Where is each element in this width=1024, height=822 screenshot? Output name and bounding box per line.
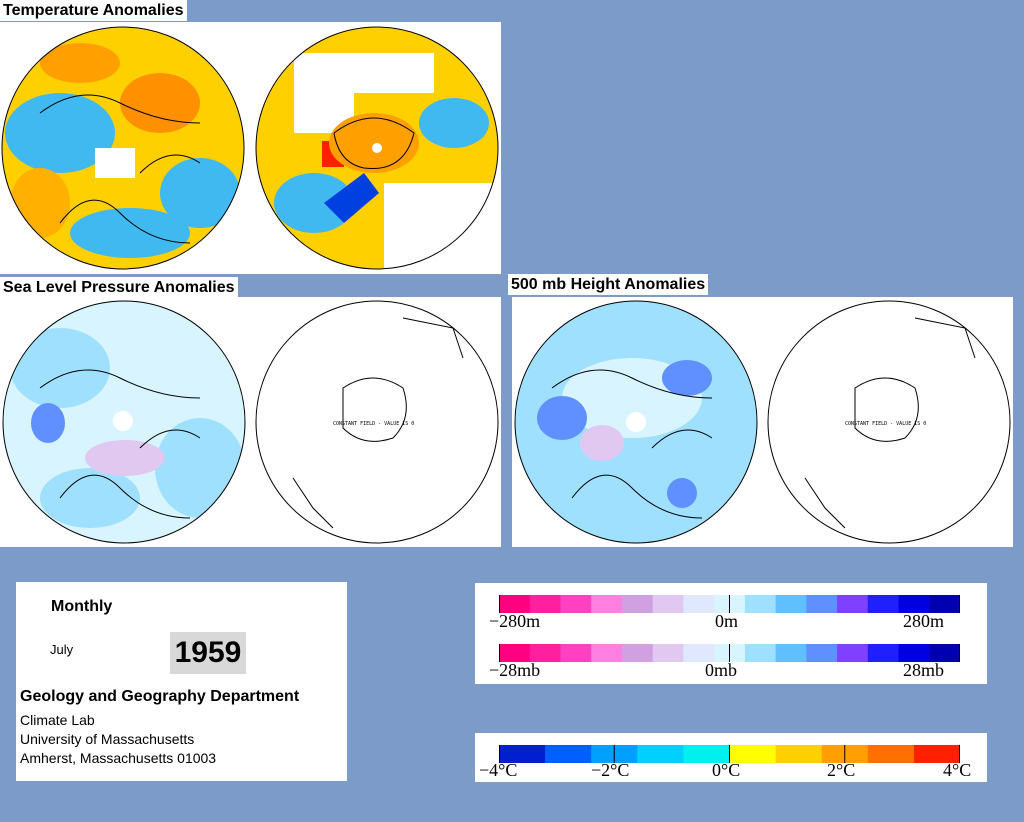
pressure-color-bar bbox=[499, 644, 960, 662]
h500-southern-hemisphere-map: CONSTANT FIELD - VALUE IS 0 bbox=[767, 300, 1011, 544]
temp-bar-swatch-1 bbox=[545, 745, 592, 763]
height-bar-swatch-3 bbox=[591, 595, 623, 613]
pressure-bar-swatch-14 bbox=[929, 644, 960, 662]
address-label: Amherst, Massachusetts 01003 bbox=[20, 750, 217, 766]
temp-bar-swatch-0 bbox=[499, 745, 546, 763]
temperature-southern-hemisphere-map bbox=[255, 26, 499, 270]
department-label: Geology and Geography Department bbox=[20, 688, 300, 705]
h500-title: 500 mb Height Anomalies bbox=[508, 274, 709, 295]
h500-panel: CONSTANT FIELD - VALUE IS 0 bbox=[512, 297, 1013, 547]
height-tick-mid: 0m bbox=[715, 611, 739, 631]
pressure-bar-swatch-4 bbox=[621, 644, 654, 662]
height-bar-swatch-2 bbox=[560, 595, 592, 613]
height-tick-min: −280m bbox=[489, 611, 541, 631]
temperature-panel bbox=[0, 22, 501, 274]
temp-tick-4: 4°C bbox=[943, 760, 972, 780]
height-pressure-legend: −280m 0m 280m −28mb 0mb 28mb bbox=[475, 583, 987, 684]
info-box: Monthly July 1959 Geology and Geography … bbox=[16, 582, 347, 781]
height-bar-swatch-4 bbox=[621, 595, 654, 613]
temp-bar-swatch-8 bbox=[867, 745, 915, 763]
pressure-tick-mid: 0mb bbox=[705, 660, 738, 680]
temp-bar-swatch-4 bbox=[683, 745, 730, 763]
slp-constant-field-label: CONSTANT FIELD - VALUE IS 0 bbox=[333, 421, 414, 427]
lab-label: Climate Lab bbox=[20, 712, 95, 728]
month-label: July bbox=[50, 642, 74, 657]
temp-tick-0: 0°C bbox=[712, 760, 741, 780]
slp-title: Sea Level Pressure Anomalies bbox=[0, 277, 238, 298]
pressure-bar-swatch-11 bbox=[837, 644, 869, 662]
height-bar-swatch-6 bbox=[683, 595, 715, 613]
temperature-northern-hemisphere-map bbox=[1, 26, 245, 270]
university-label: University of Massachusetts bbox=[20, 731, 195, 747]
temperature-title: Temperature Anomalies bbox=[0, 0, 187, 21]
height-bar-swatch-1 bbox=[529, 595, 561, 613]
temp-bar-swatch-6 bbox=[775, 745, 823, 763]
pressure-bar-swatch-6 bbox=[683, 644, 715, 662]
pressure-bar-swatch-9 bbox=[775, 644, 807, 662]
temp-bar-swatch-5 bbox=[729, 745, 777, 763]
pressure-bar-swatch-1 bbox=[529, 644, 561, 662]
year-display: 1959 bbox=[170, 632, 246, 674]
height-bar-swatch-0 bbox=[499, 595, 531, 613]
pressure-bar-swatch-12 bbox=[867, 644, 900, 662]
pressure-bar-swatch-0 bbox=[499, 644, 531, 662]
slp-northern-hemisphere-map bbox=[2, 300, 246, 544]
temp-tick-m2: −2°C bbox=[591, 760, 630, 780]
slp-panel: CONSTANT FIELD - VALUE IS 0 bbox=[0, 297, 501, 547]
pressure-bar-swatch-5 bbox=[652, 644, 684, 662]
temp-tick-m4: −4°C bbox=[479, 760, 518, 780]
height-bar-swatch-10 bbox=[806, 595, 838, 613]
h500-constant-field-label: CONSTANT FIELD - VALUE IS 0 bbox=[845, 421, 926, 427]
height-bar-swatch-11 bbox=[837, 595, 869, 613]
pressure-tick-max: 28mb bbox=[903, 660, 945, 680]
temp-tick-2: 2°C bbox=[827, 760, 856, 780]
slp-southern-hemisphere-map: CONSTANT FIELD - VALUE IS 0 bbox=[255, 300, 499, 544]
pressure-bar-swatch-3 bbox=[591, 644, 623, 662]
pressure-bar-swatch-8 bbox=[744, 644, 777, 662]
pressure-bar-swatch-13 bbox=[898, 644, 930, 662]
height-bar-swatch-9 bbox=[775, 595, 807, 613]
height-tick-max: 280m bbox=[903, 611, 945, 631]
period-label: Monthly bbox=[51, 598, 113, 615]
height-bar-swatch-13 bbox=[898, 595, 930, 613]
pressure-tick-min: −28mb bbox=[489, 660, 541, 680]
height-bar-swatch-12 bbox=[867, 595, 900, 613]
height-color-bar bbox=[499, 595, 960, 613]
temp-bar-swatch-9 bbox=[913, 745, 960, 763]
height-bar-swatch-14 bbox=[929, 595, 960, 613]
temperature-legend: −4°C −2°C 0°C 2°C 4°C bbox=[475, 733, 987, 782]
height-bar-swatch-8 bbox=[744, 595, 777, 613]
pressure-bar-swatch-2 bbox=[560, 644, 592, 662]
pressure-bar-swatch-10 bbox=[806, 644, 838, 662]
temp-bar-swatch-3 bbox=[637, 745, 684, 763]
temperature-color-bar bbox=[499, 745, 960, 763]
h500-northern-hemisphere-map bbox=[514, 300, 758, 544]
height-bar-swatch-5 bbox=[652, 595, 684, 613]
